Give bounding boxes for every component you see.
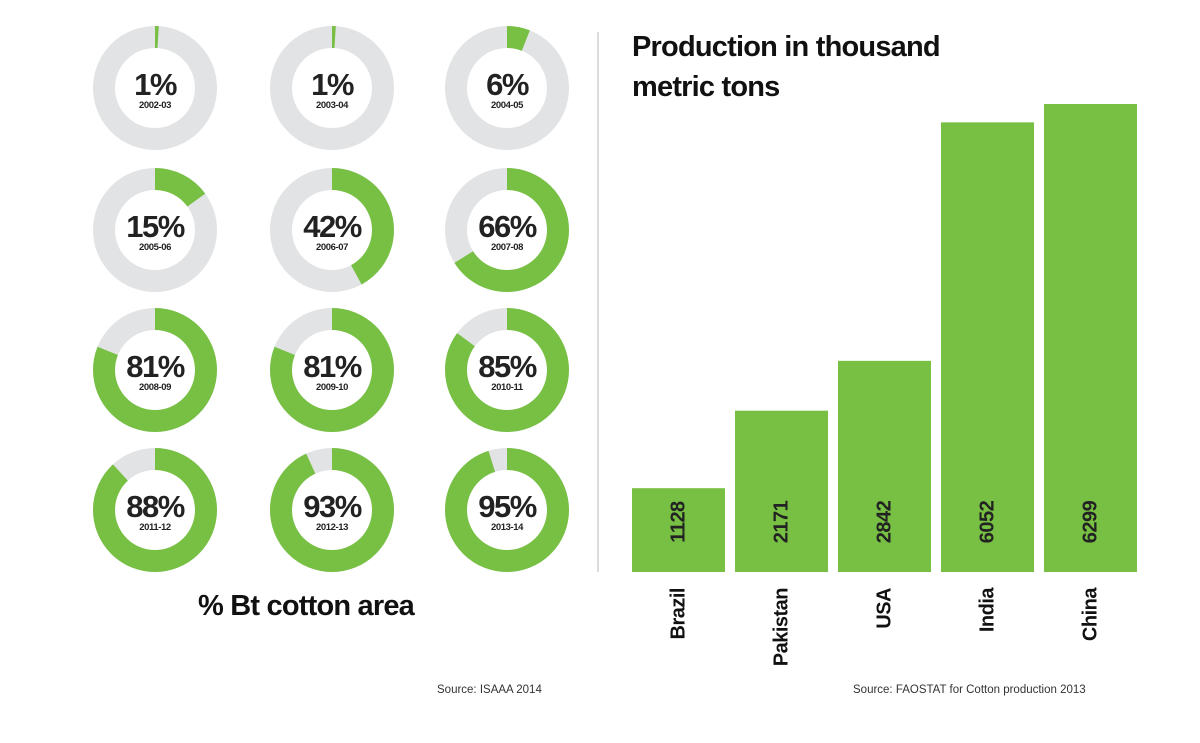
chart-title-line-2: metric tons	[632, 71, 780, 103]
donut-year-label: 2012-13	[316, 522, 348, 533]
donut-2011-12: 88%2011-12	[93, 448, 217, 572]
donut-2004-05: 6%2004-05	[445, 26, 569, 150]
donut-2006-07: 42%2006-07	[270, 168, 394, 292]
donut-2010-11: 85%2010-11	[445, 308, 569, 432]
donut-arc	[93, 448, 217, 572]
production-bar-chart: 1128 Brazil 2171 Pakistan 2842 USA 6052 India 62…	[632, 104, 1137, 666]
donut-percent-label: 93%	[303, 489, 361, 524]
bar-value-label: 2171	[771, 500, 793, 543]
bar-usa	[838, 360, 931, 572]
donut-2005-06: 15%2005-06	[93, 168, 217, 292]
chart-title-line-1: Production in thousand	[632, 31, 940, 63]
bar-brazil	[632, 488, 725, 572]
donut-year-label: 2002-03	[139, 100, 171, 111]
donut-arc	[445, 308, 569, 432]
bt-cotton-donut-grid: 1%2002-031%2003-046%2004-0515%2005-0642%…	[93, 26, 569, 572]
bar-value-label: 2842	[874, 500, 896, 543]
donut-percent-label: 1%	[311, 67, 354, 102]
donut-arc	[270, 26, 394, 150]
category-label: USA	[874, 588, 896, 629]
donut-percent-label: 6%	[486, 67, 529, 102]
donut-percent-label: 81%	[303, 349, 361, 384]
donut-arc	[445, 168, 569, 292]
donut-percent-label: 81%	[126, 349, 184, 384]
donut-year-label: 2010-11	[491, 382, 524, 393]
category-label: Brazil	[668, 588, 690, 639]
donut-year-label: 2007-08	[491, 242, 523, 253]
donut-2002-03: 1%2002-03	[93, 26, 217, 150]
donut-year-label: 2013-14	[491, 522, 524, 533]
donut-year-label: 2006-07	[316, 242, 348, 253]
donut-arc	[270, 308, 394, 432]
donut-year-label: 2003-04	[316, 100, 349, 111]
bar-value-label: 6052	[977, 500, 999, 543]
left-caption: % Bt cotton area	[198, 590, 416, 622]
bar-china	[1044, 104, 1137, 572]
donut-arc	[93, 168, 217, 292]
donut-percent-label: 88%	[126, 489, 184, 524]
donut-percent-label: 85%	[478, 349, 536, 384]
donut-percent-label: 66%	[478, 209, 536, 244]
category-label: India	[977, 587, 999, 633]
donut-2009-10: 81%2009-10	[270, 308, 394, 432]
donut-year-label: 2005-06	[139, 242, 171, 253]
donut-year-label: 2008-09	[139, 382, 171, 393]
category-label: Pakistan	[771, 588, 793, 666]
donut-arc	[93, 308, 217, 432]
bar-value-label: 1128	[668, 501, 690, 543]
donut-arc	[445, 448, 569, 572]
left-source: Source: ISAAA 2014	[437, 684, 542, 696]
donut-2003-04: 1%2003-04	[270, 26, 394, 150]
donut-percent-label: 1%	[134, 67, 177, 102]
donut-percent-label: 95%	[478, 489, 536, 524]
donut-2013-14: 95%2013-14	[445, 448, 569, 572]
donut-2012-13: 93%2012-13	[270, 448, 394, 572]
donut-year-label: 2004-05	[491, 100, 524, 111]
donut-2007-08: 66%2007-08	[445, 168, 569, 292]
donut-arc	[270, 448, 394, 572]
donut-arc	[270, 168, 394, 292]
donut-year-label: 2009-10	[316, 382, 348, 393]
category-label: China	[1080, 587, 1102, 641]
bar-value-label: 6299	[1080, 500, 1102, 543]
donut-percent-label: 42%	[303, 209, 361, 244]
donut-arc	[445, 26, 569, 150]
right-source: Source: FAOSTAT for Cotton production 20…	[853, 684, 1086, 696]
donut-year-label: 2011-12	[139, 522, 171, 533]
donut-arc	[93, 26, 217, 150]
donut-percent-label: 15%	[126, 209, 184, 244]
bar-india	[941, 122, 1034, 572]
bar-pakistan	[735, 410, 828, 572]
donut-2008-09: 81%2008-09	[93, 308, 217, 432]
